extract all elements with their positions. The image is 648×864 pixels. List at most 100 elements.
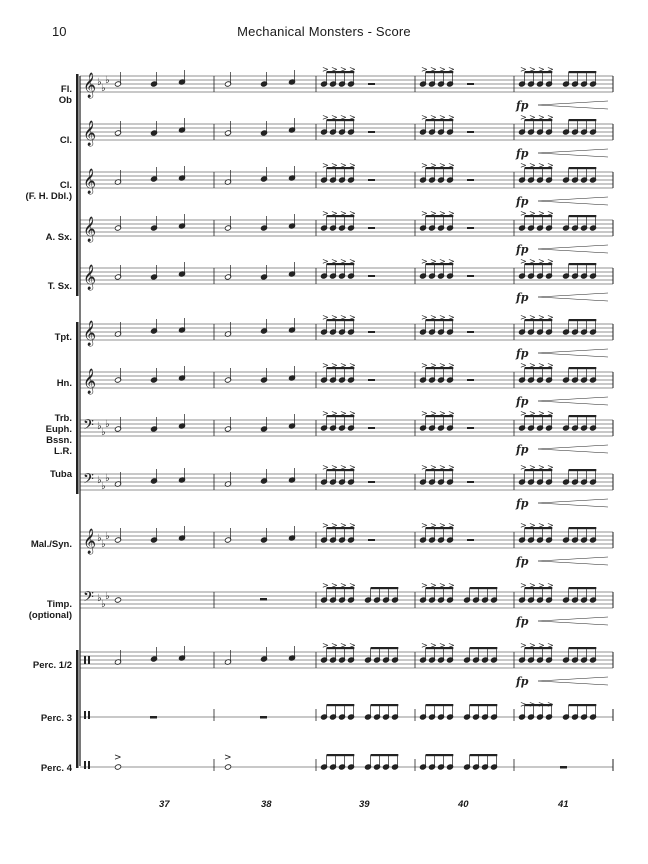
accent: > (520, 700, 527, 709)
beam (370, 587, 399, 590)
accent: > (430, 313, 437, 322)
instrument-label-tenor-sax: T. Sx. (47, 281, 72, 292)
beam (469, 754, 498, 757)
hairpin (537, 680, 609, 686)
accent: > (520, 161, 527, 170)
accent: > (439, 463, 446, 472)
dynamic-fp: fp (515, 147, 529, 160)
accent: > (340, 581, 347, 590)
accent: > (520, 209, 527, 218)
hairpin (537, 348, 609, 354)
hairpin (537, 448, 609, 454)
treble-clef: 𝄞 (83, 264, 96, 290)
accent: > (538, 257, 545, 266)
accent: > (430, 113, 437, 122)
accent: > (340, 361, 347, 370)
accent: > (340, 641, 347, 650)
beam (524, 527, 553, 530)
notehead (224, 764, 232, 770)
accent: > (340, 257, 347, 266)
accent: > (547, 113, 554, 122)
whole-rest (560, 766, 567, 769)
percussion-clef (84, 761, 86, 769)
beam (425, 415, 454, 418)
staff-9: 𝄞 ♭♭♭> > > > > > > > > > > >fp (80, 521, 614, 568)
accent: > (322, 65, 329, 74)
accent: > (448, 409, 455, 418)
whole-rest (150, 716, 157, 719)
accent: > (340, 313, 347, 322)
accent: > (538, 581, 545, 590)
beam (524, 319, 553, 322)
beam (326, 647, 355, 650)
instrument-label-clarinet-double: Cl. (F. H. Dbl.) (25, 180, 72, 202)
accent: > (529, 463, 536, 472)
accent: > (547, 361, 554, 370)
accent: > (448, 209, 455, 218)
beam (568, 71, 597, 74)
accent: > (439, 257, 446, 266)
accent: > (430, 161, 437, 170)
accent: > (322, 641, 329, 650)
accent: > (349, 581, 356, 590)
accent: > (349, 641, 356, 650)
accent: > (448, 161, 455, 170)
accent: > (340, 463, 347, 472)
hairpin (537, 248, 609, 254)
flat-sign: ♭ (105, 473, 110, 484)
accent: > (520, 521, 527, 530)
measure-number-40: 40 (458, 799, 469, 810)
accent: > (547, 409, 554, 418)
accent: > (349, 113, 356, 122)
accent: > (448, 463, 455, 472)
beam (326, 167, 355, 170)
flat-sign: ♭ (97, 77, 102, 88)
beam (326, 215, 355, 218)
beam (568, 167, 597, 170)
beam (326, 367, 355, 370)
beam (326, 527, 355, 530)
accent: > (538, 313, 545, 322)
accent: > (448, 257, 455, 266)
dynamic-fp: fp (515, 497, 529, 510)
beam (326, 415, 355, 418)
instrument-label-mallets-synth: Mal./Syn. (30, 539, 72, 550)
beam (568, 704, 597, 707)
flat-sign: ♭ (101, 599, 106, 610)
accent: > (331, 581, 338, 590)
instrument-label-tuba: Tuba (50, 469, 72, 480)
flat-sign: ♭ (97, 593, 102, 604)
accent: > (421, 209, 428, 218)
dynamic-fp: fp (515, 615, 529, 628)
accent: > (538, 409, 545, 418)
accent: > (538, 521, 545, 530)
hairpin (537, 676, 609, 682)
measure-number-39: 39 (359, 799, 370, 810)
accent: > (421, 65, 428, 74)
rest (467, 227, 474, 229)
accent: > (421, 313, 428, 322)
accent: > (538, 161, 545, 170)
accent: > (448, 313, 455, 322)
beam (524, 119, 553, 122)
accent: > (547, 65, 554, 74)
accent: > (529, 113, 536, 122)
beam (425, 119, 454, 122)
accent: > (538, 361, 545, 370)
flat-sign: ♭ (97, 421, 102, 432)
bass-clef: 𝄢 (83, 471, 94, 491)
accent: > (529, 313, 536, 322)
accent: > (421, 161, 428, 170)
accent: > (430, 641, 437, 650)
hairpin (537, 244, 609, 250)
rest (368, 539, 375, 541)
beam (568, 647, 597, 650)
beam (326, 263, 355, 266)
rest (368, 227, 375, 229)
accent: > (529, 257, 536, 266)
accent: > (430, 361, 437, 370)
rest (467, 179, 474, 181)
rest (368, 481, 375, 483)
instrument-label-clarinet: Cl. (59, 135, 72, 146)
dynamic-fp: fp (515, 675, 529, 688)
